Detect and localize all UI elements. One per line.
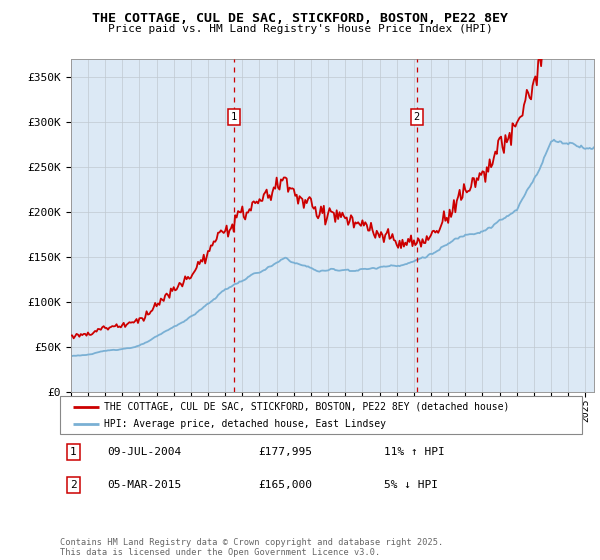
Text: £177,995: £177,995 — [259, 447, 313, 458]
Text: 05-MAR-2015: 05-MAR-2015 — [107, 480, 181, 490]
Text: Contains HM Land Registry data © Crown copyright and database right 2025.
This d: Contains HM Land Registry data © Crown c… — [60, 538, 443, 557]
Text: 5% ↓ HPI: 5% ↓ HPI — [383, 480, 437, 490]
Text: 2: 2 — [413, 113, 420, 122]
Text: £165,000: £165,000 — [259, 480, 313, 490]
Text: 09-JUL-2004: 09-JUL-2004 — [107, 447, 181, 458]
Text: 1: 1 — [231, 113, 237, 122]
Text: 2: 2 — [70, 480, 76, 490]
Text: THE COTTAGE, CUL DE SAC, STICKFORD, BOSTON, PE22 8EY (detached house): THE COTTAGE, CUL DE SAC, STICKFORD, BOST… — [104, 402, 510, 412]
Text: Price paid vs. HM Land Registry's House Price Index (HPI): Price paid vs. HM Land Registry's House … — [107, 24, 493, 34]
Text: HPI: Average price, detached house, East Lindsey: HPI: Average price, detached house, East… — [104, 419, 386, 430]
FancyBboxPatch shape — [60, 396, 582, 434]
Text: 11% ↑ HPI: 11% ↑ HPI — [383, 447, 445, 458]
Text: 1: 1 — [70, 447, 76, 458]
Text: THE COTTAGE, CUL DE SAC, STICKFORD, BOSTON, PE22 8EY: THE COTTAGE, CUL DE SAC, STICKFORD, BOST… — [92, 12, 508, 25]
